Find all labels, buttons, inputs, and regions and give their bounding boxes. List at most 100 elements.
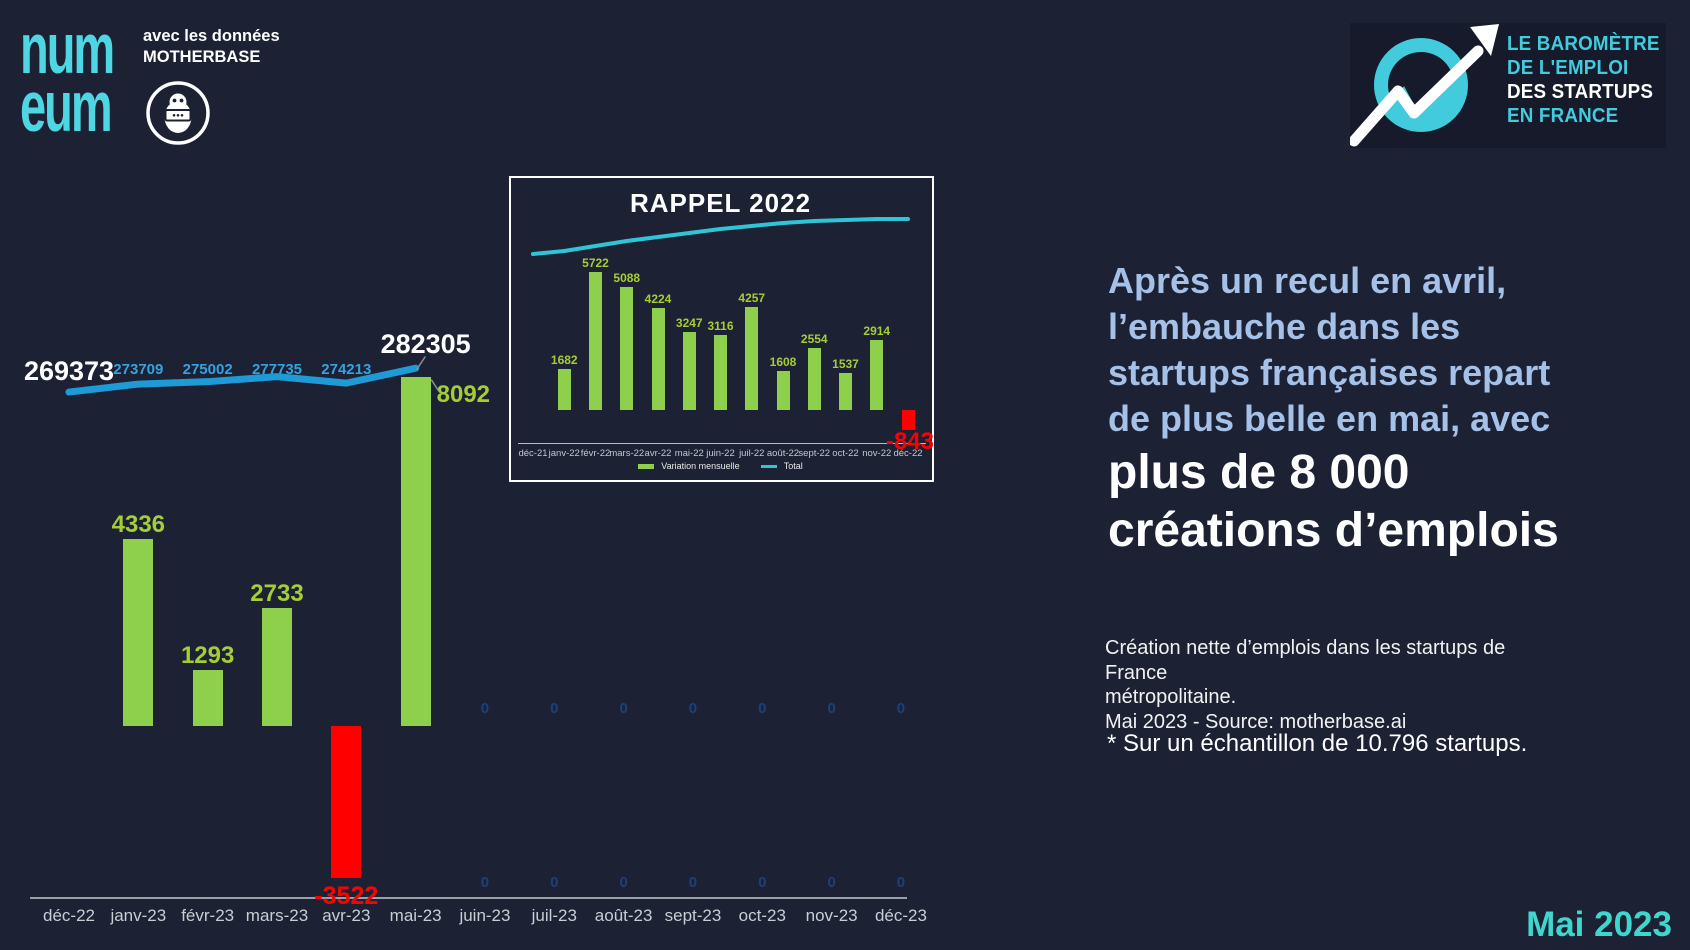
numeum-logo: num eum	[20, 7, 115, 147]
month-label-févr-23: févr-23	[181, 906, 235, 925]
inset-bar-value-sept-22: 2554	[800, 332, 828, 347]
month-label-mai-23: mai-23	[389, 906, 442, 925]
total-value-sept-23: 0	[688, 874, 698, 891]
month-label-déc-23: déc-23	[874, 906, 927, 925]
bar-value-oct-23: 0	[758, 700, 767, 717]
source-note: Création nette d’emplois dans les startu…	[1105, 637, 1506, 733]
inset-bar-juin-22	[714, 334, 727, 410]
month-label-mars-23: mars-23	[245, 906, 309, 925]
motherbase-credit: avec les données MOTHERBASE	[143, 27, 280, 66]
month-label-déc-22: déc-22	[43, 906, 95, 925]
bar-value-déc-23: 0	[896, 700, 906, 717]
barometer-logo-panel: LE BAROMÈTRE DE L'EMPLOI DES STARTUPS EN…	[1348, 23, 1666, 148]
month-label-oct-23: oct-23	[738, 906, 786, 925]
inset-bar-value-juin-22: 3116	[707, 318, 734, 333]
legend-swatch-total	[760, 464, 777, 468]
month-label-juil-23: juil-23	[531, 906, 577, 925]
inset-bar-juil-22	[745, 307, 759, 410]
rappel-2022-box	[509, 176, 934, 482]
total-value-mai-23: 282305	[380, 329, 471, 359]
inset-bar-value-oct-22: 1537	[832, 356, 859, 371]
inset-month-label-déc-22: déc-22	[893, 448, 923, 459]
inset-month-label-déc-21: déc-21	[518, 448, 548, 459]
numeum-logo-line2: eum	[20, 65, 113, 147]
inset-bar-mars-22	[620, 287, 634, 410]
headline-light: Après un recul en avril, l’embauche dans…	[1108, 260, 1551, 439]
barometer-icon	[1348, 23, 1502, 153]
inset-bar-value-déc-22: -843	[885, 428, 935, 455]
numeum-logo-line1: num	[20, 7, 115, 89]
bar-value-juin-23: 0	[480, 700, 490, 717]
month-label-août-23: août-23	[594, 906, 653, 925]
total-value-oct-23: 0	[758, 874, 767, 891]
inset-bar-value-août-22: 1608	[769, 355, 797, 370]
inset-bar-value-nov-22: 2914	[863, 323, 891, 338]
legend-label-total: Total	[783, 461, 803, 471]
bar-févr-23	[192, 670, 223, 726]
barometer-line-1: LE BAROMÈTRE	[1507, 33, 1660, 55]
inset-bar-août-22	[776, 371, 790, 410]
inset-bar-sept-22	[807, 348, 821, 410]
inset-bar-value-mars-22: 5088	[613, 271, 641, 286]
month-label-avr-23: avr-23	[322, 906, 371, 925]
inset-month-label-nov-22: nov-22	[862, 448, 892, 459]
inset-month-label-janv-22: janv-22	[548, 448, 580, 459]
motherbase-icon	[145, 80, 211, 151]
total-value-juin-23: 0	[480, 874, 490, 891]
bar-value-janv-23: 4336	[111, 511, 166, 539]
inset-month-label-juin-22: juin-22	[706, 448, 735, 459]
month-label-sept-23: sept-23	[664, 906, 722, 925]
month-label-nov-23: nov-23	[805, 906, 858, 925]
inset-bar-mai-22	[682, 331, 696, 410]
headline-strong: plus de 8 000 créations d’emplois	[1108, 446, 1559, 557]
bar-janv-23	[123, 539, 154, 726]
bar-mars-23	[261, 608, 292, 726]
bar-avr-23	[331, 726, 362, 878]
inset-bar-value-avr-22: 4224	[644, 292, 672, 307]
barometer-line-2: DE L'EMPLOI	[1507, 57, 1629, 79]
total-value-avr-23: 274213	[321, 361, 372, 378]
inset-bar-value-mai-22: 3247	[675, 315, 703, 330]
bar-mai-23	[400, 377, 431, 726]
inset-bar-value-janv-22: 1682	[550, 353, 578, 368]
total-value-juil-23: 0	[550, 874, 559, 891]
inset-month-label-sept-22: sept-22	[798, 448, 831, 459]
inset-bar-value-févr-22: 5722	[582, 256, 609, 271]
bar-value-avr-23: -3522	[314, 882, 379, 910]
inset-bar-janv-22	[557, 369, 571, 410]
rappel-2022-legend: Variation mensuelle Total	[509, 461, 932, 471]
bar-value-mars-23: 2733	[250, 580, 304, 608]
inset-axis-line	[518, 443, 926, 444]
bar-value-sept-23: 0	[688, 700, 698, 717]
total-value-déc-23: 0	[896, 874, 906, 891]
inset-month-label-avr-22: avr-22	[644, 448, 672, 459]
inset-bar-déc-22	[901, 410, 915, 431]
bar-value-août-23: 0	[619, 700, 628, 717]
inset-month-label-mai-22: mai-22	[674, 448, 704, 459]
barometer-wordmark: LE BAROMÈTRE DE L'EMPLOI DES STARTUPS EN…	[1507, 32, 1660, 128]
month-label-janv-23: janv-23	[110, 906, 167, 925]
bar-value-févr-23: 1293	[180, 642, 235, 670]
legend-label-variation: Variation mensuelle	[661, 461, 740, 471]
month-label-juin-23: juin-23	[459, 906, 511, 925]
barometer-line-4: EN FRANCE	[1507, 105, 1619, 127]
inset-bar-févr-22	[589, 272, 602, 410]
sample-note: * Sur un échantillon de 10.796 startups.	[1107, 730, 1528, 757]
legend-swatch-variation	[638, 463, 655, 469]
footer-date: Mai 2023	[1526, 905, 1672, 944]
main-axis-line	[30, 897, 907, 899]
barometer-line-3: DES STARTUPS	[1507, 81, 1654, 103]
inset-month-label-mars-22: mars-22	[609, 448, 645, 459]
total-value-nov-23: 0	[827, 874, 836, 891]
rappel-2022-title: RAPPEL 2022	[629, 188, 812, 218]
total-value-août-23: 0	[619, 874, 628, 891]
inset-bar-oct-22	[839, 372, 852, 410]
inset-bar-nov-22	[870, 339, 884, 410]
inset-bar-avr-22	[651, 308, 665, 410]
bar-value-nov-23: 0	[827, 700, 836, 717]
bar-value-juil-23: 0	[550, 700, 559, 717]
inset-month-label-févr-22: févr-22	[580, 448, 611, 459]
inset-bar-value-juil-22: 4257	[738, 291, 766, 306]
bar-value-mai-23: 8092	[436, 381, 491, 408]
